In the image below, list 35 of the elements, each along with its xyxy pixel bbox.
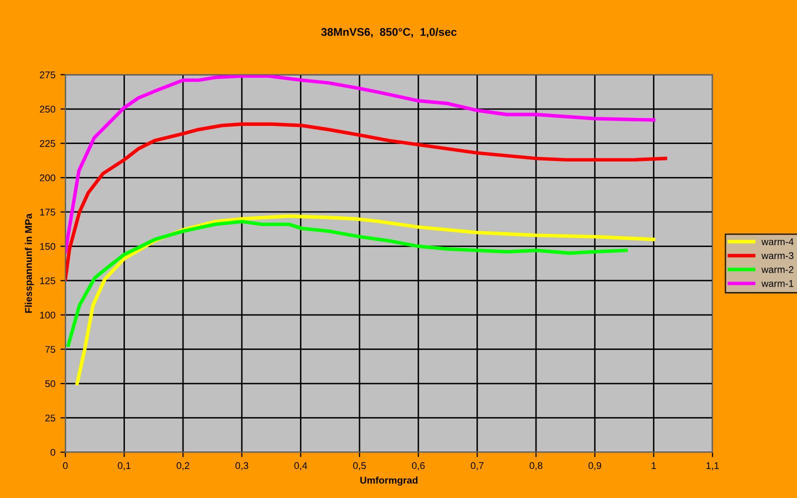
line-series: [75, 214, 656, 386]
x-tick-label: 0,4: [294, 462, 308, 470]
x-tick-label: 0,5: [353, 462, 366, 470]
x-tick-label: 1,1: [706, 462, 719, 470]
y-tick-label: 275: [40, 71, 56, 78]
legend-label: warm-3: [761, 252, 794, 260]
y-tick-label: 150: [40, 243, 56, 250]
y-tick-label: 125: [40, 277, 56, 284]
line-series: [66, 220, 628, 347]
x-tick-label: 1: [652, 462, 656, 469]
y-axis-title: Fliesspannunf in MPa: [24, 213, 34, 313]
x-tick-label: 0,3: [235, 462, 248, 470]
line-series: [65, 122, 668, 281]
x-tick-label: 0,1: [118, 462, 130, 470]
y-tick-label: 25: [45, 414, 56, 422]
y-tick-label: 225: [40, 140, 56, 147]
x-tick-label: 0,7: [470, 462, 484, 470]
legend-label: warm-4: [761, 238, 794, 246]
y-tick-label: 175: [40, 208, 56, 216]
chart-title: 38MnVS6, 850°C, 1,0/sec: [321, 28, 457, 38]
x-tick-label: 0,6: [412, 462, 425, 470]
x-tick-label: 0,9: [588, 462, 602, 470]
legend-label: warm-1: [761, 280, 794, 287]
y-tick-label: 0: [50, 448, 56, 456]
x-axis-title: Umformgrad: [360, 476, 418, 486]
y-tick-label: 100: [40, 312, 56, 319]
x-tick-label: 0,2: [176, 462, 190, 470]
x-tick-label: 0,8: [530, 462, 542, 470]
y-tick-label: 75: [45, 346, 56, 353]
line-series: [65, 74, 656, 254]
y-tick-label: 50: [45, 380, 56, 388]
x-tick-label: 0: [63, 462, 68, 470]
y-tick-label: 250: [40, 106, 56, 113]
legend-label: warm-2: [761, 266, 794, 274]
y-tick-label: 200: [40, 174, 56, 182]
